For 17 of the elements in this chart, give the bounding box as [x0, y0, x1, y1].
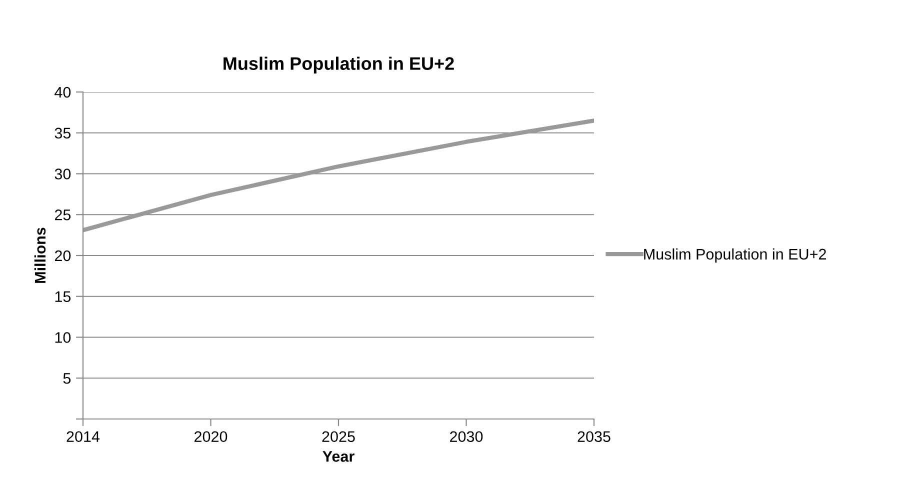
x-tick-label: 2020: [194, 431, 228, 442]
x-tick-label: 2025: [322, 431, 355, 442]
y-tick-label: 35: [54, 128, 71, 139]
x-tick-label: 2035: [578, 431, 610, 442]
chart-title: Muslim Population in EU+2: [224, 56, 454, 74]
x-axis-title: Year: [322, 451, 354, 462]
legend-label: Muslim Population in EU+2: [644, 248, 826, 263]
y-tick-label: 5: [63, 373, 71, 384]
y-tick-label: 40: [54, 86, 71, 98]
y-tick-label: 25: [54, 209, 71, 220]
x-tick-label: 2014: [66, 431, 100, 442]
x-tick-label: 2030: [450, 431, 483, 442]
y-axis-title: Millions: [34, 228, 46, 283]
y-tick-label: 10: [55, 332, 71, 343]
y-tick-label: 30: [54, 168, 71, 180]
y-tick-label: 20: [54, 250, 71, 262]
y-tick-label: 15: [55, 291, 71, 302]
